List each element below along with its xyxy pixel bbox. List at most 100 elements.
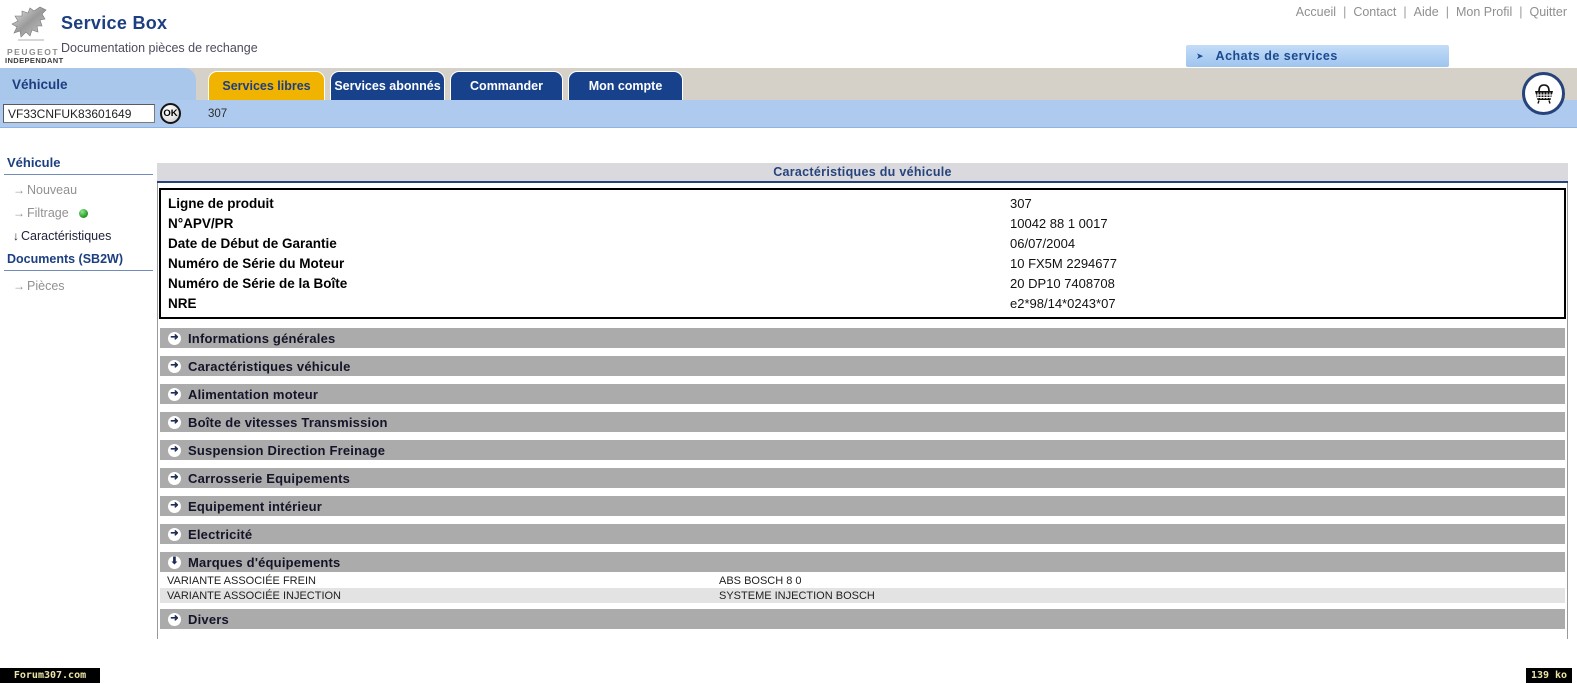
achats-de-services-button[interactable]: ➤ Achats de services bbox=[1186, 45, 1449, 67]
tab-services-abonnes[interactable]: Services abonnés bbox=[330, 71, 445, 100]
sidebar-item-nouveau[interactable]: → Nouveau bbox=[13, 183, 157, 197]
arrow-down-icon: ↓ bbox=[13, 229, 19, 243]
arrow-right-icon: → bbox=[13, 206, 25, 220]
expand-arrow-icon: ➜ bbox=[168, 471, 181, 485]
sidebar-item-label: Pièces bbox=[27, 279, 65, 293]
sidebar: Véhicule → Nouveau → Filtrage ↓ Caractér… bbox=[0, 155, 157, 302]
app-title: Service Box bbox=[61, 13, 168, 33]
section-informations-generales[interactable]: ➜ Informations générales bbox=[160, 328, 1565, 348]
green-status-dot-icon bbox=[78, 208, 88, 218]
detail-row: NRE e2*98/14*0243*07 bbox=[161, 293, 1564, 313]
page-size-badge: 139 ko bbox=[1526, 668, 1572, 683]
expand-arrow-icon: ➜ bbox=[168, 443, 181, 457]
detail-row: Numéro de Série de la Boîte 20 DP10 7408… bbox=[161, 273, 1564, 293]
table-row: VARIANTE ASSOCIÉE FREIN ABS BOSCH 8 0 bbox=[160, 573, 1565, 588]
detail-value: e2*98/14*0243*07 bbox=[1010, 295, 1116, 311]
section-label: Carrosserie Equipements bbox=[188, 470, 351, 486]
section-caracteristiques-vehicule[interactable]: ➜ Caractéristiques véhicule bbox=[160, 356, 1565, 376]
arrow-right-icon: → bbox=[13, 183, 25, 197]
forum-badge: Forum307.com bbox=[0, 668, 100, 683]
detail-label: Numéro de Série de la Boîte bbox=[168, 275, 348, 291]
section-divers[interactable]: ➜ Divers bbox=[160, 609, 1565, 629]
sidebar-item-filtrage[interactable]: → Filtrage bbox=[13, 206, 157, 220]
sidebar-heading-documents: Documents (SB2W) bbox=[7, 252, 123, 266]
variant-value: SYSTEME INJECTION BOSCH bbox=[719, 589, 875, 602]
detail-row: Date de Début de Garantie 06/07/2004 bbox=[161, 233, 1564, 253]
detail-label: Date de Début de Garantie bbox=[168, 235, 337, 251]
detail-row: N°APV/PR 10042 88 1 0017 bbox=[161, 213, 1564, 233]
nav-separator: | bbox=[1519, 5, 1523, 19]
variant-label: VARIANTE ASSOCIÉE FREIN bbox=[167, 574, 316, 587]
detail-label: Numéro de Série du Moteur bbox=[168, 255, 345, 271]
section-boite-de-vitesses[interactable]: ➜ Boîte de vitesses Transmission bbox=[160, 412, 1565, 432]
vehicule-panel-tab[interactable]: Véhicule bbox=[0, 68, 196, 100]
peugeot-logo-block: PEUGEOT INDEPENDANT bbox=[4, 3, 194, 65]
arrow-right-icon: → bbox=[13, 279, 25, 293]
nav-separator: | bbox=[1445, 5, 1449, 19]
nav-link-accueil[interactable]: Accueil bbox=[1295, 5, 1337, 19]
nav-link-contact[interactable]: Contact bbox=[1353, 5, 1397, 19]
tab-bar: Véhicule Services libres Services abonné… bbox=[0, 68, 1577, 100]
main-tabs: Services libres Services abonnés Command… bbox=[208, 71, 683, 100]
nav-separator: | bbox=[1403, 5, 1407, 19]
peugeot-lion-icon bbox=[11, 6, 47, 41]
expand-arrow-icon: ➜ bbox=[168, 387, 181, 401]
arrow-right-icon: ➤ bbox=[1196, 50, 1204, 61]
nav-link-mon-profil[interactable]: Mon Profil bbox=[1455, 5, 1513, 19]
detail-label: NRE bbox=[168, 295, 197, 311]
sidebar-item-label: Nouveau bbox=[27, 183, 78, 197]
sidebar-rule bbox=[4, 174, 153, 175]
sidebar-item-label: Filtrage bbox=[27, 206, 69, 220]
nav-separator: | bbox=[1343, 5, 1347, 19]
sidebar-item-label: Caractéristiques bbox=[21, 229, 112, 243]
achats-label: Achats de services bbox=[1215, 49, 1338, 63]
section-marques-equipements[interactable]: ⬇ Marques d'équipements bbox=[160, 552, 1565, 572]
top-nav-links: Accueil | Contact | Aide | Mon Profil | Quitter bbox=[1296, 5, 1567, 19]
section-label: Marques d'équipements bbox=[188, 554, 341, 570]
section-alimentation-moteur[interactable]: ➜ Alimentation moteur bbox=[160, 384, 1565, 404]
page-title: Caractéristiques du véhicule bbox=[157, 163, 1568, 183]
brand-name: PEUGEOT bbox=[7, 47, 60, 57]
brand-subname: INDEPENDANT bbox=[5, 56, 64, 65]
nav-link-aide[interactable]: Aide bbox=[1413, 5, 1439, 19]
expand-arrow-icon: ➜ bbox=[168, 612, 181, 626]
ok-button[interactable]: OK bbox=[160, 103, 181, 124]
section-electricite[interactable]: ➜ Electricité bbox=[160, 524, 1565, 544]
detail-value: 20 DP10 7408708 bbox=[1010, 275, 1115, 291]
detail-value: 06/07/2004 bbox=[1010, 235, 1076, 251]
vin-input[interactable] bbox=[3, 104, 155, 123]
detail-value: 10 FX5M 2294677 bbox=[1010, 255, 1117, 271]
nav-link-quitter[interactable]: Quitter bbox=[1529, 5, 1567, 19]
tab-mon-compte[interactable]: Mon compte bbox=[568, 71, 683, 100]
tab-commander[interactable]: Commander bbox=[450, 71, 563, 100]
basket-icon bbox=[1534, 83, 1553, 104]
main-content: Caractéristiques du véhicule Ligne de pr… bbox=[157, 163, 1568, 639]
basket-button[interactable] bbox=[1522, 72, 1565, 115]
table-row: VARIANTE ASSOCIÉE INJECTION SYSTEME INJE… bbox=[160, 588, 1565, 603]
tab-services-libres[interactable]: Services libres bbox=[208, 71, 325, 100]
section-label: Suspension Direction Freinage bbox=[188, 442, 386, 458]
section-equipement-interieur[interactable]: ➜ Equipement intérieur bbox=[160, 496, 1565, 516]
detail-label: Ligne de produit bbox=[168, 195, 274, 211]
section-label: Alimentation moteur bbox=[188, 386, 319, 402]
expand-arrow-icon: ➜ bbox=[168, 331, 181, 345]
vin-bar: OK 307 bbox=[0, 100, 1577, 128]
variant-value: ABS BOSCH 8 0 bbox=[719, 574, 802, 587]
variant-label: VARIANTE ASSOCIÉE INJECTION bbox=[167, 589, 341, 602]
content-body: Ligne de produit 307 N°APV/PR 10042 88 1… bbox=[157, 183, 1568, 639]
sidebar-item-caracteristiques[interactable]: ↓ Caractéristiques bbox=[13, 229, 157, 243]
detail-row: Ligne de produit 307 bbox=[161, 193, 1564, 213]
expand-arrow-icon: ➜ bbox=[168, 527, 181, 541]
collapsible-sections: ➜ Informations générales ➜ Caractéristiq… bbox=[159, 328, 1566, 629]
section-label: Boîte de vitesses Transmission bbox=[188, 414, 388, 430]
section-label: Informations générales bbox=[188, 330, 336, 346]
sidebar-rule bbox=[4, 270, 153, 271]
sidebar-item-pieces[interactable]: → Pièces bbox=[13, 279, 157, 293]
sidebar-heading-vehicule: Véhicule bbox=[7, 155, 61, 170]
section-suspension-direction-freinage[interactable]: ➜ Suspension Direction Freinage bbox=[160, 440, 1565, 460]
section-label: Electricité bbox=[188, 526, 253, 542]
section-carrosserie-equipements[interactable]: ➜ Carrosserie Equipements bbox=[160, 468, 1565, 488]
expand-arrow-icon: ➜ bbox=[168, 359, 181, 373]
model-label: 307 bbox=[208, 108, 228, 120]
